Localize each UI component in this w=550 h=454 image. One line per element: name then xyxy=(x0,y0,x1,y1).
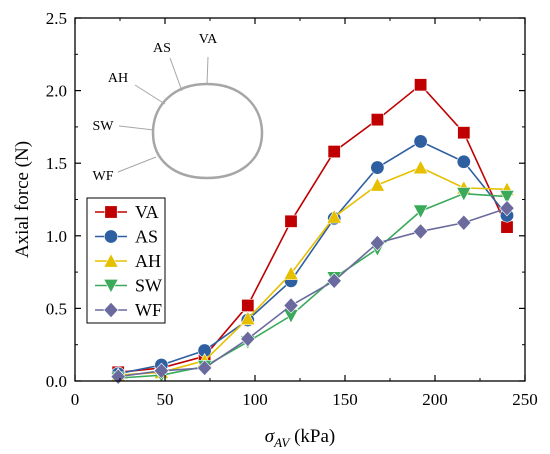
series-wf xyxy=(110,200,515,385)
y-tick-label: 0.0 xyxy=(46,372,67,391)
x-tick-label: 200 xyxy=(422,390,448,409)
data-point-va xyxy=(284,214,298,228)
x-tick-label: 0 xyxy=(71,390,80,409)
data-point-as xyxy=(456,154,471,169)
legend-item-ah: AH xyxy=(95,251,161,271)
series-ah xyxy=(110,159,515,382)
series-line-wf xyxy=(118,207,508,378)
legend-marker xyxy=(104,205,118,219)
data-point-va xyxy=(457,126,471,140)
tunnel-leader-line xyxy=(117,156,157,173)
data-point-va xyxy=(327,145,341,159)
data-point-sw xyxy=(412,204,429,219)
x-tick-label: 150 xyxy=(332,390,358,409)
data-point-ah xyxy=(326,209,342,224)
series-va xyxy=(111,78,514,379)
x-axis-label: σAV (kPa) xyxy=(265,426,336,450)
series-line-as xyxy=(118,140,508,375)
data-point-ah xyxy=(369,177,386,192)
tunnel-label-va: VA xyxy=(199,32,218,47)
tunnel-diagram: VA AS AH SW WF xyxy=(93,32,264,184)
legend-marker xyxy=(103,278,119,294)
tunnel-label-as: AS xyxy=(153,41,171,56)
y-tick-label: 1.0 xyxy=(46,227,67,246)
legend-item-wf: WF xyxy=(95,300,162,320)
data-point-va xyxy=(370,113,384,127)
series-layer xyxy=(110,78,515,386)
tunnel-leader-line xyxy=(118,125,155,131)
series-as xyxy=(111,134,514,381)
tunnel-leader-line xyxy=(206,56,209,85)
legend-item-va: VA xyxy=(95,202,159,222)
tunnel-leader-line xyxy=(134,84,166,105)
x-tick-label: 100 xyxy=(242,390,268,409)
tunnel-label-ah: AH xyxy=(108,71,128,86)
legend-label: VA xyxy=(135,202,159,222)
legend: VA AS AH SW WF xyxy=(86,197,166,324)
legend-label: WF xyxy=(135,300,162,320)
y-axis-label: Axial force (N) xyxy=(12,141,33,258)
tunnel-label-wf: WF xyxy=(93,169,114,184)
y-tick-label: 0.5 xyxy=(46,299,67,318)
legend-marker xyxy=(103,253,119,268)
legend-label: SW xyxy=(135,276,162,296)
data-point-wf xyxy=(240,330,256,348)
data-point-sw xyxy=(499,190,515,205)
data-point-wf xyxy=(153,362,170,379)
legend-item-sw: SW xyxy=(95,276,162,296)
axis-layer: 0 50 100 150 200 250 0.0 0.5 1.0 1.5 2.0 2.5 σAV (kP… xyxy=(12,9,538,450)
legend-marker xyxy=(104,229,119,244)
series-sw xyxy=(110,187,515,386)
data-point-va xyxy=(500,220,514,234)
y-tick-label: 2.0 xyxy=(46,82,67,101)
legend-item-as: AS xyxy=(95,227,158,247)
series-line-ah xyxy=(118,166,508,376)
y-tick-label: 2.5 xyxy=(46,9,67,28)
data-point-ah xyxy=(283,265,299,281)
data-point-wf xyxy=(326,272,342,289)
x-tick-label: 250 xyxy=(512,390,538,409)
x-tick-label: 50 xyxy=(157,390,174,409)
tunnel-leader-line xyxy=(169,57,183,92)
y-tick-label: 1.5 xyxy=(46,154,67,173)
legend-label: AS xyxy=(135,227,158,247)
data-point-wf xyxy=(196,359,213,377)
data-point-wf xyxy=(499,200,515,217)
legend-marker xyxy=(103,301,119,319)
data-point-as xyxy=(370,160,385,175)
series-line-va xyxy=(118,83,508,374)
data-point-va xyxy=(414,78,428,92)
data-point-ah xyxy=(412,159,429,175)
data-point-ah xyxy=(240,310,256,326)
data-point-wf xyxy=(412,223,429,240)
data-point-va xyxy=(241,298,255,312)
tunnel-outline xyxy=(151,82,264,180)
tunnel-label-sw: SW xyxy=(93,119,115,134)
data-point-wf xyxy=(456,214,472,231)
legend-label: AH xyxy=(135,251,161,271)
data-point-wf xyxy=(283,297,299,314)
data-point-as xyxy=(413,134,428,149)
series-line-sw xyxy=(118,192,508,379)
data-point-sw xyxy=(456,187,472,202)
data-point-wf xyxy=(369,234,386,252)
